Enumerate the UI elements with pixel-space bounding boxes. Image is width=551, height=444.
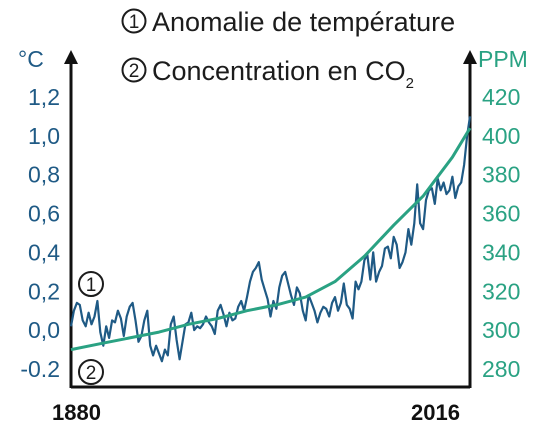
left-tick-label: 0,4 — [28, 239, 60, 265]
legend-marker-number-2: 2 — [129, 61, 140, 82]
left-tick-label: 0,0 — [28, 317, 60, 343]
left-tick-label: -0.2 — [20, 356, 60, 382]
right-tick-label: 300 — [482, 317, 520, 343]
right-axis-unit: PPM — [478, 46, 528, 72]
right-tick-label: 340 — [482, 239, 520, 265]
legend-item-co2: 2 Concentration en CO2 — [121, 56, 414, 92]
x-tick-label-end: 2016 — [411, 400, 460, 425]
left-tick-label: 0,6 — [28, 201, 60, 227]
left-axis-tick-labels: 1,2 1,0 0,8 0,6 0,4 0,2 0,0 -0.2 — [20, 84, 60, 382]
right-tick-label: 420 — [482, 84, 520, 110]
right-tick-label: 280 — [482, 356, 520, 382]
series-marker-2: 2 — [78, 359, 104, 385]
right-tick-label: 360 — [482, 201, 520, 227]
left-axis-unit: °C — [18, 46, 44, 72]
axes — [64, 50, 477, 389]
series-layer — [69, 116, 472, 363]
legend-label-co2: Concentration en CO2 — [152, 56, 414, 92]
series-marker-number-2: 2 — [86, 363, 97, 384]
x-tick-label-start: 1880 — [52, 400, 101, 425]
right-axis-tick-labels: 420 400 380 360 340 320 300 280 — [482, 84, 520, 382]
co2-concentration-line — [70, 127, 472, 352]
legend-label-temperature: Anomalie de température — [152, 7, 455, 37]
right-tick-label: 380 — [482, 162, 520, 188]
left-tick-label: 0,2 — [28, 278, 60, 304]
legend-label-co2-main: Concentration en CO — [152, 56, 406, 86]
legend-marker-number-1: 1 — [129, 12, 140, 33]
legend: 1 Anomalie de température 2 Concentratio… — [121, 7, 455, 92]
left-tick-label: 1,0 — [28, 123, 60, 149]
legend-label-co2-subscript: 2 — [406, 75, 414, 92]
left-tick-label: 0,8 — [28, 162, 60, 188]
series-marker-circle-1 — [78, 271, 104, 297]
left-tick-label: 1,2 — [28, 84, 60, 110]
legend-marker-circle-2 — [121, 57, 147, 83]
legend-item-temperature: 1 Anomalie de température — [121, 7, 455, 37]
series-marker-number-1: 1 — [86, 275, 97, 296]
right-tick-label: 320 — [482, 278, 520, 304]
temperature-anomaly-line — [69, 116, 472, 363]
series-marker-1: 1 — [78, 271, 104, 297]
left-axis-arrow-icon — [64, 50, 78, 64]
legend-marker-circle-1 — [121, 8, 147, 34]
series-marker-circle-2 — [78, 359, 104, 385]
right-axis-arrow-icon — [463, 50, 477, 64]
right-tick-label: 400 — [482, 123, 520, 149]
